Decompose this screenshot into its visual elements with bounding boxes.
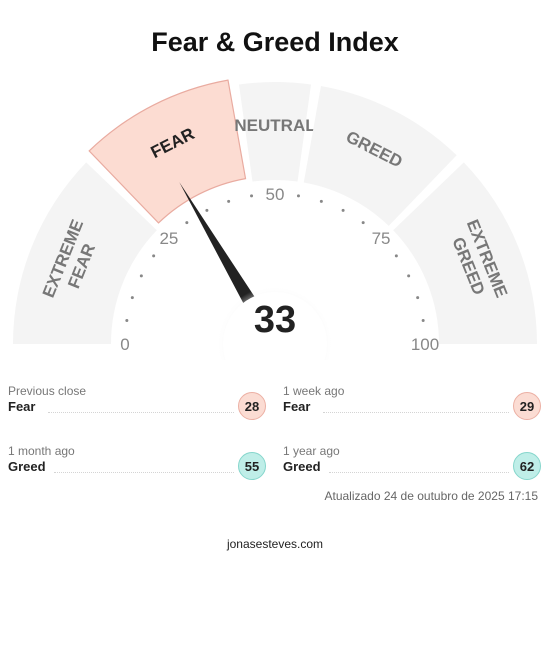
history-status: Fear (283, 399, 311, 414)
history-1-year-ago: 1 year ago Greed 62 (283, 444, 541, 484)
gauge-tick-label: 25 (159, 229, 178, 248)
gauge-segment-label: NEUTRAL (234, 116, 315, 135)
gauge-segment-greed (303, 86, 457, 226)
gauge-scale-dot (185, 221, 189, 225)
gauge-scale-dot (205, 208, 209, 212)
gauge-scale-dot (421, 319, 425, 323)
history-label: 1 year ago (283, 444, 340, 458)
gauge-scale-dot (125, 319, 129, 323)
history-status: Greed (8, 459, 46, 474)
gauge-segment-extreme-fear (13, 162, 157, 344)
history-status: Greed (283, 459, 321, 474)
dotted-divider (48, 412, 234, 413)
history-label: 1 month ago (8, 444, 75, 458)
last-updated: Atualizado 24 de outubro de 2025 17:15 (324, 489, 538, 503)
history-label: Previous close (8, 384, 87, 398)
gauge-tick-label: 0 (120, 335, 129, 354)
gauge-tick-label: 50 (266, 185, 285, 204)
page-title: Fear & Greed Index (151, 27, 399, 57)
history-value-badge: 28 (238, 392, 266, 420)
gauge-scale-dot (319, 199, 323, 203)
history-1-week-ago: 1 week ago Fear 29 (283, 384, 541, 424)
gauge-scale-dot (394, 254, 398, 258)
gauge-tick-label: 100 (411, 335, 439, 354)
gauge-segment-neutral (238, 81, 312, 182)
history-previous-close: Previous close Fear 28 (8, 384, 266, 424)
gauge-tick-label: 75 (372, 229, 391, 248)
history-value-badge: 62 (513, 452, 541, 480)
gauge-scale-dot (152, 254, 156, 258)
history-value-badge: 55 (238, 452, 266, 480)
footer-site-link[interactable]: jonasesteves.com (226, 537, 324, 551)
history-1-month-ago: 1 month ago Greed 55 (8, 444, 266, 484)
gauge-scale-dot (139, 274, 143, 278)
gauge-scale-dot (296, 194, 300, 198)
dotted-divider (329, 472, 509, 473)
dotted-divider (323, 412, 509, 413)
gauge-scale-dot (407, 274, 411, 278)
gauge-scale-dot (227, 199, 231, 203)
gauge-scale-dot (341, 208, 345, 212)
gauge-hub (223, 292, 327, 360)
gauge-segment-extreme-greed (393, 162, 537, 344)
gauge-segment-fear (88, 79, 247, 224)
gauge-scale-dot (130, 296, 134, 300)
gauge-scale-dot (361, 221, 365, 225)
gauge-value: 33 (254, 299, 296, 341)
gauge-needle (179, 182, 261, 314)
history-status: Fear (8, 399, 36, 414)
gauge-scale-dot (250, 194, 254, 198)
gauge-scale-dot (416, 296, 420, 300)
history-label: 1 week ago (283, 384, 345, 398)
history-value-badge: 29 (513, 392, 541, 420)
dotted-divider (54, 472, 234, 473)
